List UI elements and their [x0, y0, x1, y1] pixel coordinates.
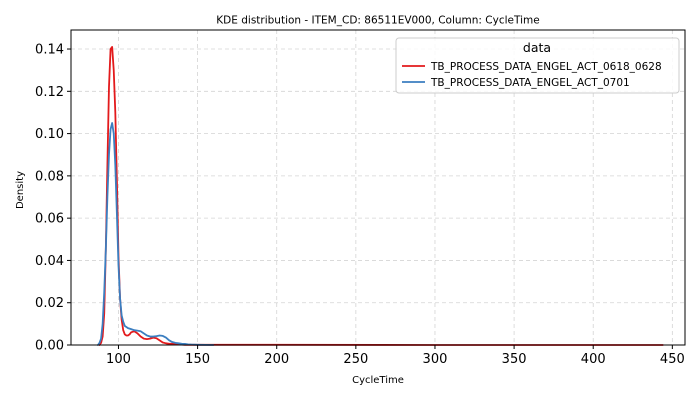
y-tick-label: 0.08 — [35, 169, 64, 184]
x-tick-label: 350 — [502, 352, 527, 367]
legend-box — [395, 37, 680, 94]
legend-label-series-1: TB_PROCESS_DATA_ENGEL_ACT_0618_0628 — [430, 61, 662, 73]
series-line-2 — [97, 122, 215, 346]
x-tick-label: 250 — [343, 352, 368, 367]
y-axis-label: Density — [15, 171, 26, 209]
plot-frame — [70, 29, 686, 346]
y-tick-label: 0.10 — [35, 127, 64, 142]
y-tick-label: 0.12 — [35, 85, 64, 100]
legend-label-series-2: TB_PROCESS_DATA_ENGEL_ACT_0701 — [430, 77, 630, 89]
x-tick-label: 200 — [264, 352, 289, 367]
y-tick-label: 0.06 — [35, 212, 64, 227]
x-tick-label: 150 — [185, 352, 210, 367]
x-tick-label: 100 — [106, 352, 131, 367]
axis-ticks: 100 150 200 250 300 350 400 450 0.00 0.02 0.04 0.06… — [35, 43, 685, 367]
y-tick-label: 0.14 — [35, 43, 64, 58]
x-tick-label: 450 — [660, 352, 685, 367]
y-tick-label: 0.00 — [35, 339, 64, 354]
y-tick-label: 0.02 — [35, 296, 64, 311]
y-tick-label: 0.04 — [35, 254, 64, 269]
chart-title: KDE distribution - ITEM_CD: 86511EV000, … — [216, 15, 539, 27]
legend: data TB_PROCESS_DATA_ENGEL_ACT_0618_0628… — [395, 37, 680, 94]
x-tick-label: 300 — [423, 352, 448, 367]
x-axis-label: CycleTime — [352, 375, 404, 386]
x-tick-label: 400 — [581, 352, 606, 367]
legend-title: data — [523, 40, 551, 55]
